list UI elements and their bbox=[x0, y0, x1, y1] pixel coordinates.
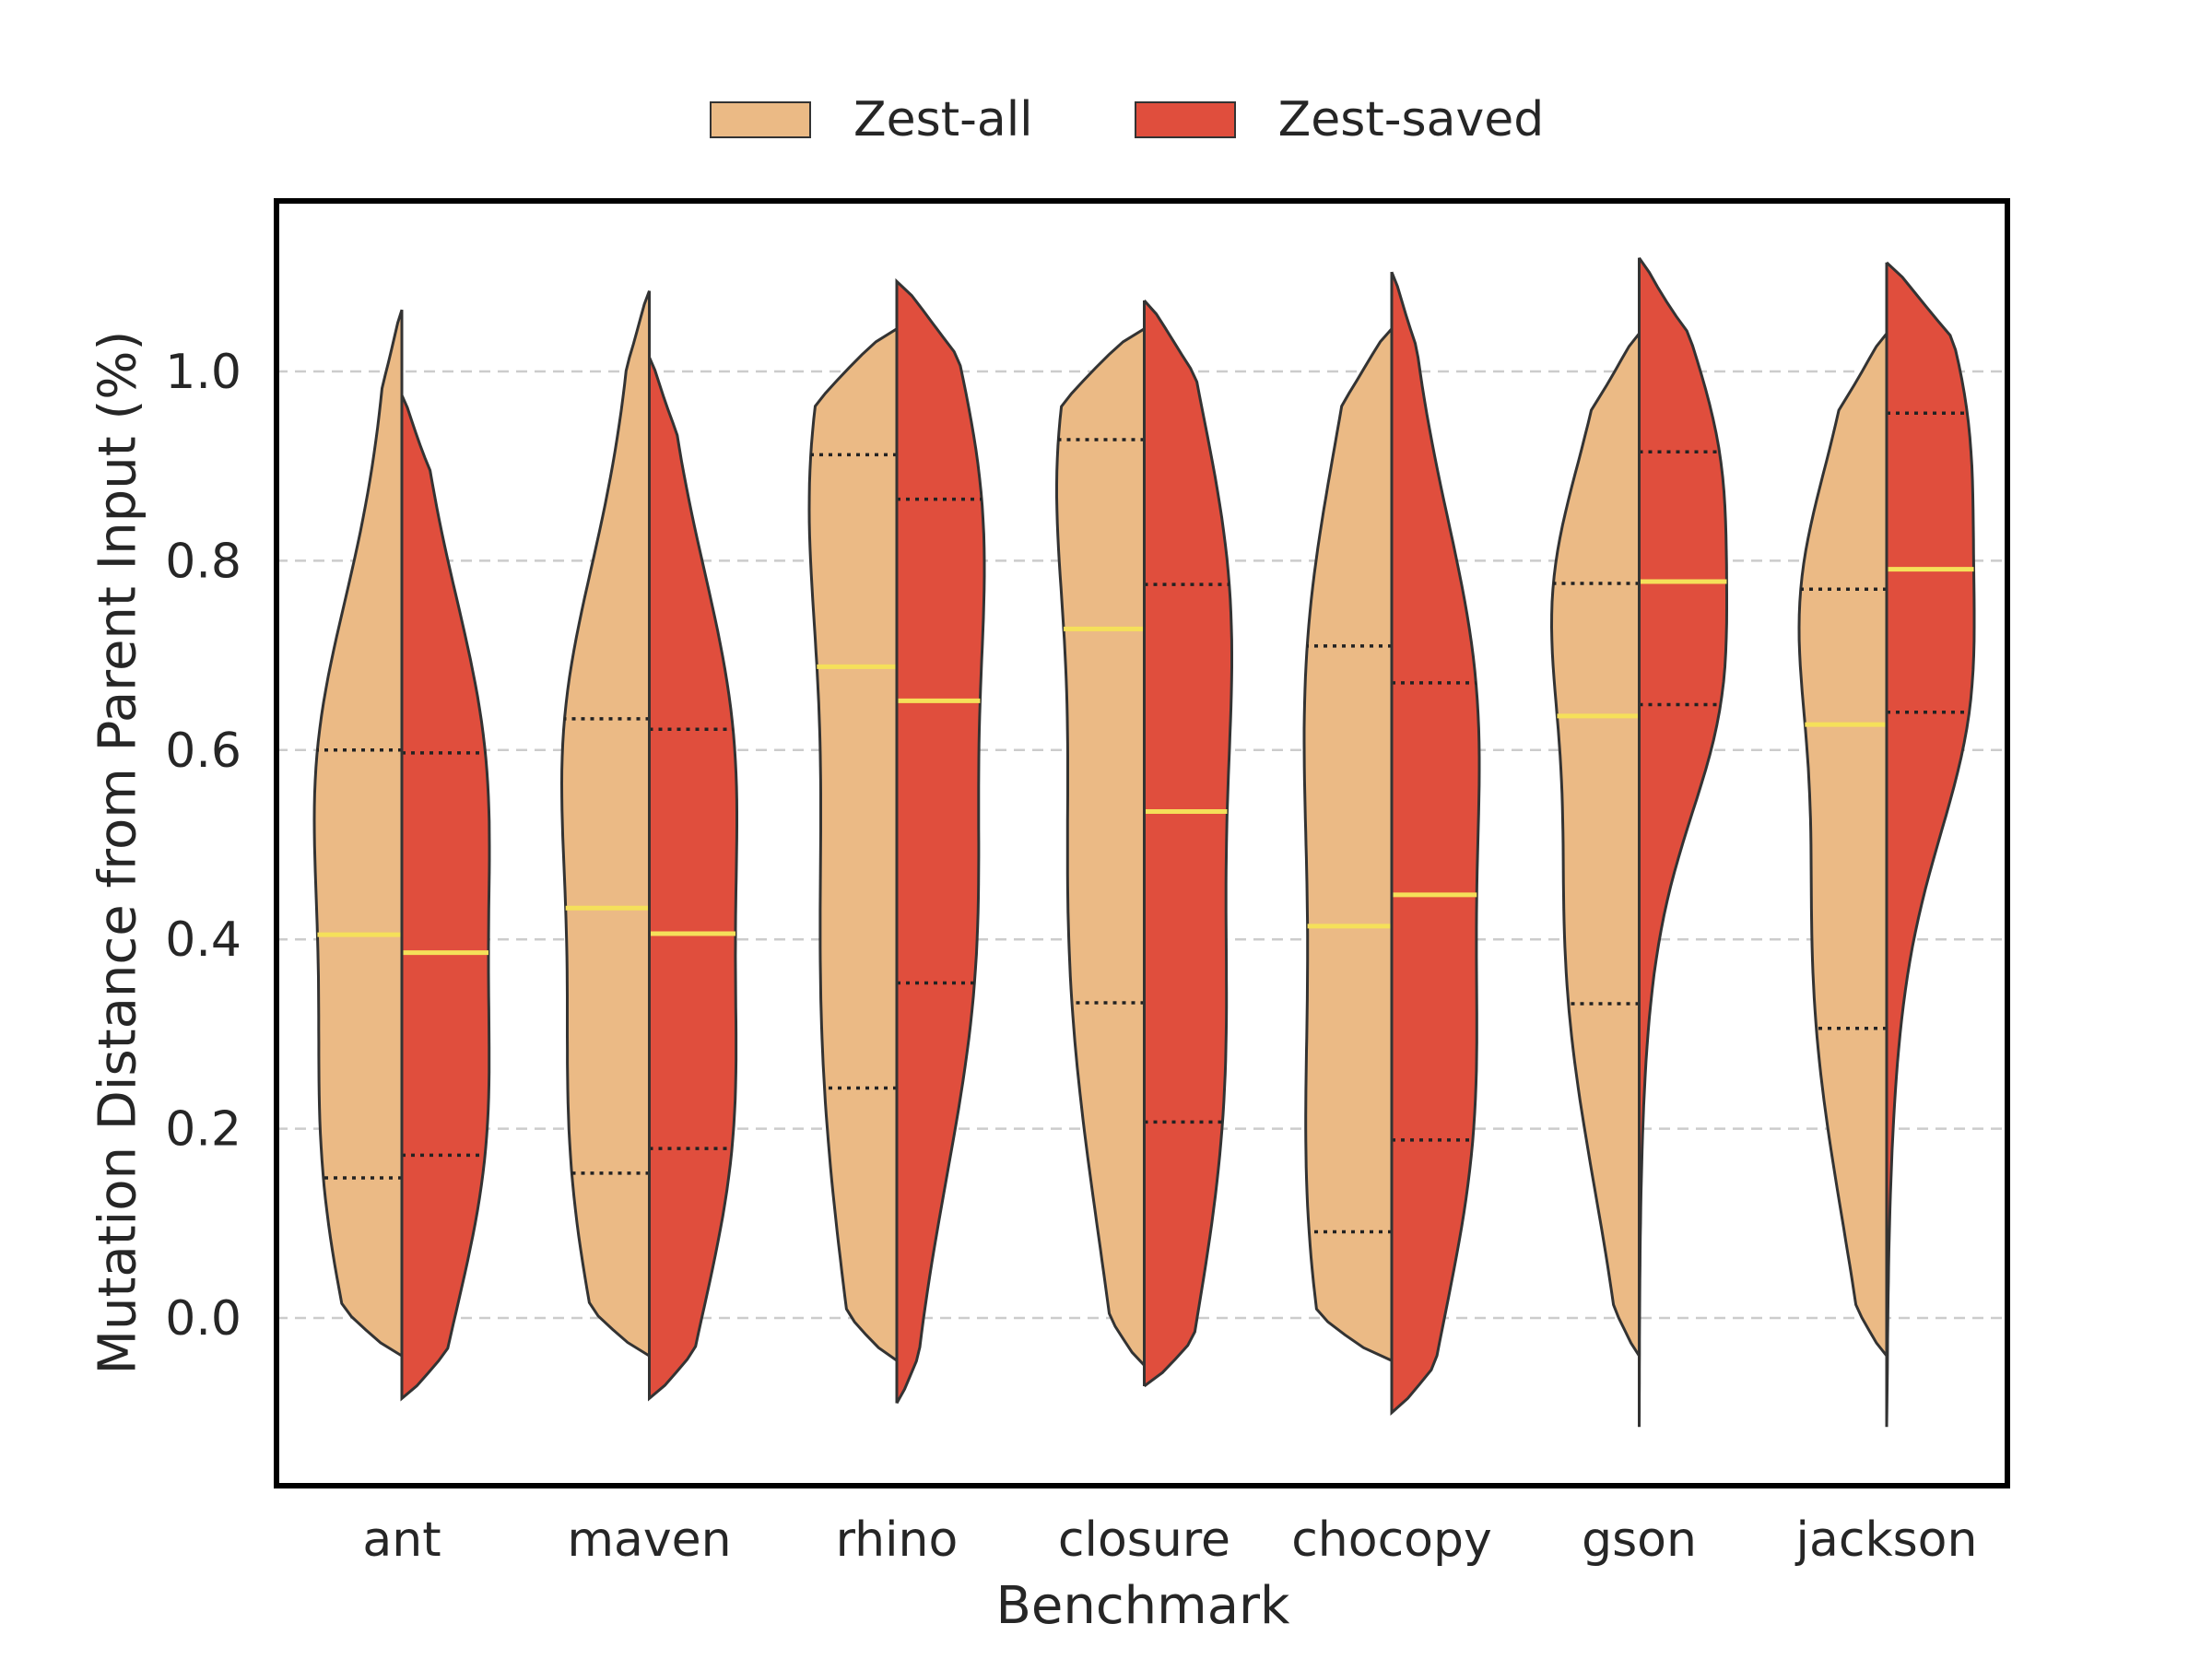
violin-half-jackson-zest-all bbox=[1797, 329, 1888, 1360]
violin-half-ant-zest-all bbox=[312, 309, 404, 1359]
violin-half-maven-zest-all bbox=[559, 290, 651, 1359]
violin-half-rhino-zest-saved bbox=[895, 277, 986, 1405]
y-tick-label: 0.2 bbox=[165, 1102, 241, 1158]
violin-half-jackson-zest-saved bbox=[1885, 261, 1976, 1428]
y-tick-label: 0.0 bbox=[165, 1291, 241, 1347]
y-tick-label: 1.0 bbox=[165, 345, 241, 400]
violin-half-chocopy-zest-saved bbox=[1390, 271, 1481, 1417]
x-tick-label-closure: closure bbox=[1058, 1512, 1230, 1568]
legend-swatch-zest-saved bbox=[1134, 101, 1236, 138]
violin-half-closure-zest-saved bbox=[1143, 300, 1233, 1388]
y-tick-label: 0.8 bbox=[165, 534, 241, 589]
violin-half-rhino-zest-all bbox=[807, 327, 899, 1362]
legend-swatch-zest-all bbox=[710, 101, 811, 138]
violin-half-chocopy-zest-all bbox=[1302, 327, 1394, 1362]
violin-half-ant-zest-saved bbox=[400, 394, 491, 1402]
violin-half-closure-zest-all bbox=[1055, 327, 1146, 1367]
y-tick-label: 0.4 bbox=[165, 912, 241, 968]
legend-label-zest-all: Zest-all bbox=[853, 92, 1033, 147]
x-tick-label-chocopy: chocopy bbox=[1291, 1512, 1492, 1568]
violin-half-maven-zest-saved bbox=[648, 357, 738, 1402]
x-tick-label-ant: ant bbox=[362, 1512, 441, 1568]
violins bbox=[312, 256, 1976, 1428]
violin-half-gson-zest-all bbox=[1549, 329, 1641, 1361]
x-tick-label-jackson: jackson bbox=[1795, 1512, 1978, 1568]
legend-item-zest-all: Zest-all bbox=[710, 92, 1033, 147]
x-tick-label-maven: maven bbox=[567, 1512, 731, 1568]
violin-half-gson-zest-saved bbox=[1638, 256, 1728, 1428]
legend-item-zest-saved: Zest-saved bbox=[1134, 92, 1545, 147]
legend: Zest-all Zest-saved bbox=[710, 92, 1645, 147]
x-axis-ticks: ant maven rhino closure chocopy gson jackson bbox=[362, 1512, 1977, 1568]
x-tick-label-gson: gson bbox=[1582, 1512, 1697, 1568]
y-tick-label: 0.6 bbox=[165, 724, 241, 779]
y-axis-title: Mutation Distance from Parent Input (%) bbox=[88, 330, 148, 1375]
plot-frame bbox=[274, 198, 2010, 1488]
x-axis-title: Benchmark bbox=[995, 1576, 1290, 1636]
legend-label-zest-saved: Zest-saved bbox=[1277, 92, 1545, 147]
y-axis-ticks: 0.0 0.2 0.4 0.6 0.8 1.0 bbox=[165, 345, 241, 1347]
x-tick-label-rhino: rhino bbox=[836, 1512, 959, 1568]
